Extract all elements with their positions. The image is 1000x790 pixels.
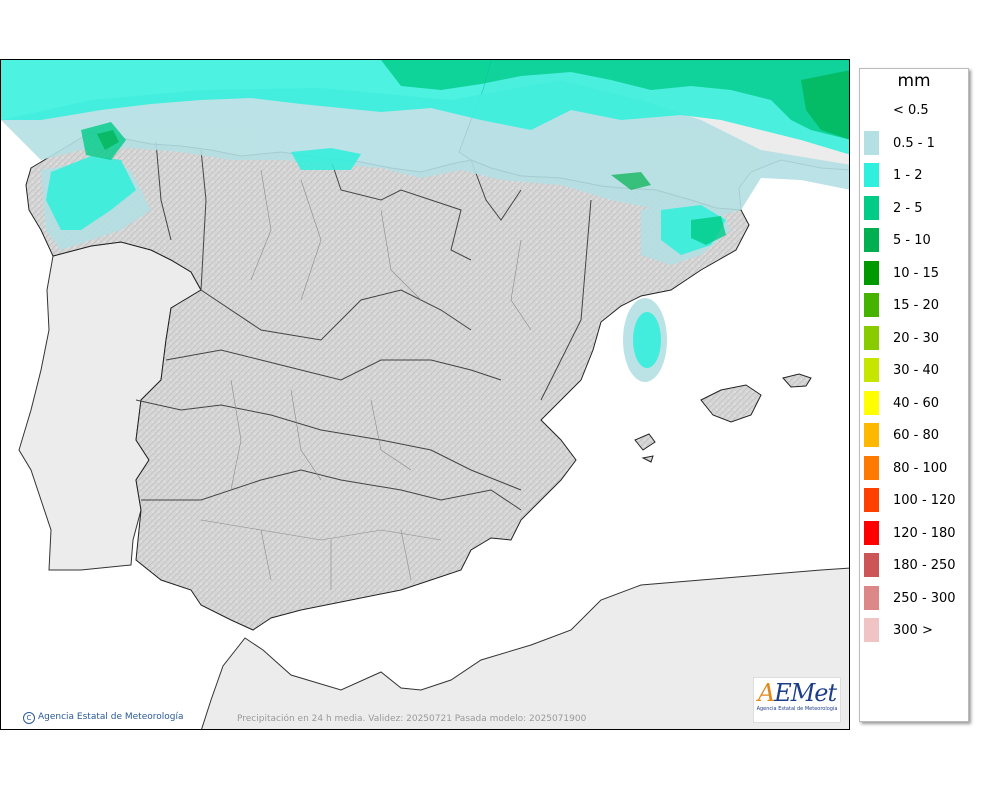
- legend-item: 10 - 15: [864, 260, 964, 285]
- legend-item: 2 - 5: [864, 195, 964, 220]
- precipitation-legend: mm < 0.5 0.5 - 1 1 - 2 2 - 5 5 - 10 10 - 15 15…: [859, 68, 969, 722]
- africa-land: [201, 567, 849, 729]
- legend-swatch: [864, 358, 879, 382]
- legend-item: 0.5 - 1: [864, 130, 964, 155]
- legend-swatch: [864, 325, 879, 350]
- legend-label: 30 - 40: [893, 363, 940, 378]
- legend-item: 250 - 300: [864, 585, 964, 610]
- legend-label: 40 - 60: [893, 395, 940, 411]
- legend-item: 30 - 40: [864, 358, 964, 382]
- legend-label: 2 - 5: [893, 200, 923, 216]
- menorca: [782, 373, 812, 388]
- legend-label: 100 - 120: [893, 493, 956, 508]
- legend-label: 5 - 10: [893, 233, 931, 248]
- legend-label: 80 - 100: [893, 460, 948, 476]
- province-boundaries: [200, 169, 532, 590]
- legend-label: 60 - 80: [893, 428, 940, 443]
- legend-item: 120 - 180: [864, 520, 964, 545]
- legend-swatch: [864, 618, 879, 642]
- legend-item: 80 - 100: [864, 455, 964, 480]
- legend-swatch: [864, 260, 879, 285]
- legend-label: 1 - 2: [893, 168, 923, 183]
- legend-label: 250 - 300: [893, 590, 956, 606]
- legend-item: 100 - 120: [864, 488, 964, 512]
- copyright-notice[interactable]: C Agencia Estatal de Meteorología: [23, 712, 184, 724]
- map-caption: Precipitación en 24 h media. Validez: 20…: [237, 714, 587, 724]
- legend-swatch: [864, 293, 879, 317]
- legend-swatch: [864, 423, 879, 447]
- map-canvas: [1, 60, 849, 729]
- logo-subtitle: Agencia Estatal de Meteorología: [756, 706, 838, 712]
- legend-swatch: [864, 130, 879, 155]
- aemet-logo[interactable]: AEMet Agencia Estatal de Meteorología: [753, 677, 841, 723]
- legend-swatch: [864, 520, 879, 545]
- formentera: [641, 455, 654, 463]
- legend-item: 15 - 20: [864, 293, 964, 317]
- legend-label: 120 - 180: [893, 525, 956, 541]
- legend-swatch: [864, 228, 879, 252]
- legend-unit: mm: [897, 71, 931, 91]
- legend-swatch: [864, 98, 879, 122]
- legend-item: 1 - 2: [864, 163, 964, 187]
- logo-word: AEMet: [757, 679, 837, 707]
- legend-label: 300 >: [893, 623, 933, 638]
- legend-swatch: [864, 585, 879, 610]
- region-boundaries: [135, 141, 592, 511]
- legend-swatch: [864, 488, 879, 512]
- copyright-text: Agencia Estatal de Meteorología: [38, 712, 184, 722]
- legend-label: < 0.5: [893, 103, 929, 118]
- legend-label: 20 - 30: [893, 330, 940, 346]
- legend-swatch: [864, 195, 879, 220]
- legend-item: 40 - 60: [864, 390, 964, 415]
- legend-label: 0.5 - 1: [893, 135, 935, 151]
- legend-swatch: [864, 390, 879, 415]
- legend-label: 180 - 250: [893, 558, 956, 573]
- legend-item: 60 - 80: [864, 423, 964, 447]
- precip-5-10: [97, 70, 849, 190]
- legend-item: < 0.5: [864, 98, 964, 122]
- legend-swatch: [864, 553, 879, 577]
- legend-swatch: [864, 455, 879, 480]
- legend-item: 20 - 30: [864, 325, 964, 350]
- legend-label: 15 - 20: [893, 298, 940, 313]
- precipitation-map[interactable]: C Agencia Estatal de Meteorología Precipi…: [0, 59, 850, 730]
- legend-item: 300 >: [864, 618, 964, 642]
- legend-swatch: [864, 163, 879, 187]
- legend-item: 5 - 10: [864, 228, 964, 252]
- legend-label: 10 - 15: [893, 265, 940, 281]
- ibiza: [634, 433, 656, 451]
- mallorca: [700, 384, 762, 423]
- copyright-icon: C: [23, 712, 35, 724]
- legend-item: 180 - 250: [864, 553, 964, 577]
